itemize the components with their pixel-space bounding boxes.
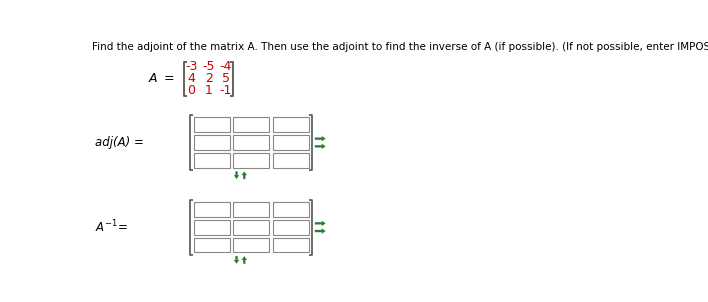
Bar bbox=[273, 220, 309, 235]
Polygon shape bbox=[315, 228, 326, 234]
Polygon shape bbox=[315, 221, 326, 226]
Bar bbox=[234, 202, 269, 217]
Polygon shape bbox=[315, 144, 326, 149]
Text: =: = bbox=[118, 221, 128, 234]
Polygon shape bbox=[241, 256, 247, 264]
Polygon shape bbox=[241, 171, 247, 179]
Text: =: = bbox=[164, 72, 174, 85]
Bar bbox=[234, 153, 269, 168]
Text: -1: -1 bbox=[219, 85, 232, 98]
Polygon shape bbox=[315, 136, 326, 141]
Bar bbox=[273, 117, 309, 132]
Bar bbox=[194, 238, 229, 252]
Polygon shape bbox=[234, 171, 239, 179]
Text: 5: 5 bbox=[222, 72, 229, 85]
Text: 1: 1 bbox=[205, 85, 212, 98]
Polygon shape bbox=[234, 256, 239, 264]
Text: -3: -3 bbox=[185, 60, 198, 73]
Text: adj(A) =: adj(A) = bbox=[95, 136, 144, 149]
Bar bbox=[234, 238, 269, 252]
Bar bbox=[194, 153, 229, 168]
Bar bbox=[273, 135, 309, 150]
Text: Find the adjoint of the matrix A. Then use the adjoint to find the inverse of A : Find the adjoint of the matrix A. Then u… bbox=[92, 42, 708, 52]
Text: -5: -5 bbox=[202, 60, 215, 73]
Bar bbox=[234, 135, 269, 150]
Bar bbox=[234, 220, 269, 235]
Text: $A^{-1}$: $A^{-1}$ bbox=[95, 219, 118, 236]
Bar bbox=[273, 202, 309, 217]
Text: -4: -4 bbox=[219, 60, 232, 73]
Bar bbox=[273, 153, 309, 168]
Bar bbox=[194, 202, 229, 217]
Bar bbox=[194, 135, 229, 150]
Text: 2: 2 bbox=[205, 72, 212, 85]
Bar bbox=[194, 117, 229, 132]
Text: 0: 0 bbox=[188, 85, 195, 98]
Bar bbox=[234, 117, 269, 132]
Bar bbox=[273, 238, 309, 252]
Text: $A$: $A$ bbox=[148, 72, 159, 85]
Text: 4: 4 bbox=[188, 72, 195, 85]
Bar bbox=[194, 220, 229, 235]
